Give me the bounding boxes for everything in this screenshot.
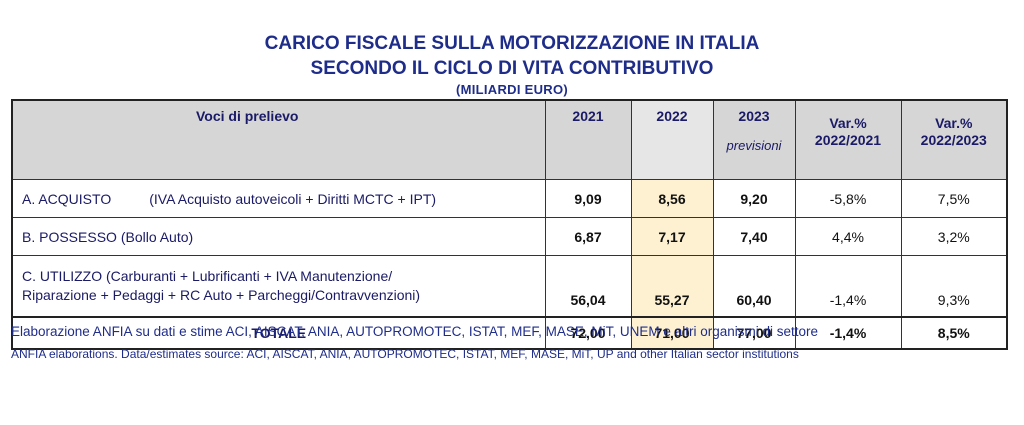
table-row: B. POSSESSO (Bollo Auto) 6,87 7,17 7,40 …: [11, 217, 1008, 256]
row-label-acquisto-detail: (IVA Acquisto autoveicoli + Diritti MCTC…: [149, 190, 437, 207]
total-label: TOTALE: [11, 316, 546, 350]
header-2023-note: previsioni: [726, 138, 782, 153]
cell-total-2022: 71,00: [630, 316, 714, 350]
title-unit: (MILIARDI EURO): [455, 82, 569, 97]
title-line-2: SECONDO IL CICLO DI VITA CONTRIBUTIVO: [310, 58, 714, 79]
cell-possesso-var1: 4,4%: [794, 217, 902, 256]
cell-possesso-2021: 6,87: [544, 217, 632, 256]
cell-utilizzo-var2: 9,3%: [900, 255, 1008, 318]
row-label-utilizzo-line2: Riparazione + Pedaggi + RC Auto + Parche…: [22, 287, 421, 303]
header-var-2022-2023: Var.% 2022/2023: [900, 99, 1008, 180]
source-note-english: ANFIA elaborations. Data/estimates sourc…: [11, 347, 799, 361]
header-var2-line1: Var.%: [935, 115, 973, 131]
header-var2-line2: 2022/2023: [920, 132, 987, 148]
header-2022: 2022: [630, 99, 714, 180]
cell-acquisto-2022: 8,56: [630, 179, 714, 218]
row-label-utilizzo: C. UTILIZZO (Carburanti + Lubrificanti +…: [11, 255, 546, 318]
cell-total-2021: 72,00: [544, 316, 632, 350]
cell-acquisto-var2: 7,5%: [900, 179, 1008, 218]
header-var1-line2: 2022/2021: [814, 132, 882, 148]
cell-utilizzo-2022: 55,27: [630, 255, 714, 318]
cell-acquisto-2023: 9,20: [712, 179, 796, 218]
cell-acquisto-var1: -5,8%: [794, 179, 902, 218]
cell-utilizzo-var1: -1,4%: [794, 255, 902, 318]
row-label-possesso: B. POSSESSO (Bollo Auto): [11, 217, 546, 256]
cell-possesso-var2: 3,2%: [900, 217, 1008, 256]
header-var-2022-2021: Var.% 2022/2021: [794, 99, 902, 180]
fiscal-burden-table: Voci di prelievo 2021 2022 2023 previsio…: [11, 99, 1008, 350]
header-2021: 2021: [544, 99, 632, 180]
cell-acquisto-2021: 9,09: [544, 179, 632, 218]
cell-total-var2: 8,5%: [900, 316, 1008, 350]
row-label-acquisto-main: A. ACQUISTO: [22, 190, 112, 207]
source-note-italian: Elaborazione ANFIA su dati e stime ACI, …: [11, 324, 818, 339]
table-total-row: TOTALE 72,00 71,00 77,00 -1,4% 8,5%: [11, 316, 1008, 350]
cell-possesso-2022: 7,17: [630, 217, 714, 256]
cell-total-var1: -1,4%: [794, 316, 902, 350]
cell-utilizzo-2023: 60,40: [712, 255, 796, 318]
row-label-acquisto: A. ACQUISTO (IVA Acquisto autoveicoli + D…: [11, 179, 546, 218]
table-row: A. ACQUISTO (IVA Acquisto autoveicoli + D…: [11, 179, 1008, 218]
cell-possesso-2023: 7,40: [712, 217, 796, 256]
header-2023-year: 2023: [738, 108, 770, 124]
row-label-utilizzo-line1: C. UTILIZZO (Carburanti + Lubrificanti +…: [22, 268, 393, 284]
header-var1-line1: Var.%: [829, 115, 867, 131]
title-line-1: CARICO FISCALE SULLA MOTORIZZAZIONE IN I…: [264, 33, 760, 54]
header-voci: Voci di prelievo: [11, 99, 546, 180]
table-header-row: Voci di prelievo 2021 2022 2023 previsio…: [11, 99, 1008, 180]
header-2023: 2023 previsioni: [712, 99, 796, 180]
table-row: C. UTILIZZO (Carburanti + Lubrificanti +…: [11, 255, 1008, 318]
cell-utilizzo-2021: 56,04: [544, 255, 632, 318]
